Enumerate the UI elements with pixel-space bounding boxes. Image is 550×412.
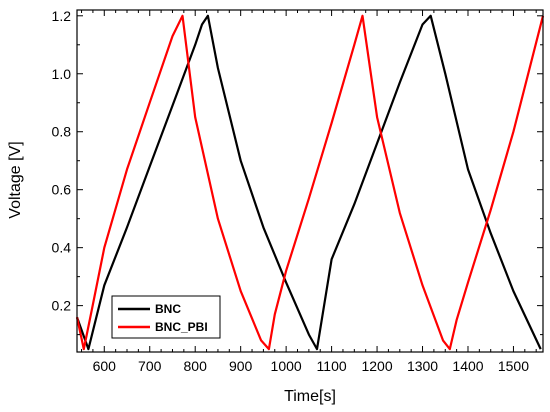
tick-labels: 600 700 800 900 1000 1100 1200 1300 1400 1500 0.2 0… [52, 8, 530, 374]
y-tick-label: 0.4 [52, 240, 72, 256]
x-tick-label: 600 [93, 358, 117, 374]
legend-label-bnc-pbi: BNC_PBI [155, 320, 208, 334]
y-tick-label: 0.2 [52, 298, 72, 314]
x-tick-label: 1200 [361, 358, 392, 374]
x-tick-label: 1300 [407, 358, 438, 374]
y-tick-label: 0.8 [52, 124, 72, 140]
legend-box [111, 295, 221, 339]
x-tick-label: 700 [138, 358, 162, 374]
x-tick-label: 800 [184, 358, 208, 374]
legend-label-bnc: BNC [155, 302, 181, 316]
axes [76, 9, 544, 353]
series-line-2 [75, 14, 545, 351]
y-axis-title: Voltage [V] [7, 141, 24, 218]
x-tick-label: 1100 [317, 358, 347, 374]
x-axis-title: Time[s] [284, 388, 336, 405]
series-line-1 [75, 14, 542, 351]
x-tick-label: 1000 [271, 358, 302, 374]
x-tick-label: 1500 [498, 358, 529, 374]
plot-area [75, 14, 545, 351]
legend: BNC BNC_PBI [111, 295, 221, 339]
y-tick-label: 0.6 [52, 182, 72, 198]
plot-frame [76, 9, 544, 353]
x-tick-label: 900 [229, 358, 253, 374]
y-tick-label: 1.0 [52, 66, 72, 82]
y-tick-label: 1.2 [52, 8, 72, 24]
x-tick-label: 1400 [452, 358, 483, 374]
